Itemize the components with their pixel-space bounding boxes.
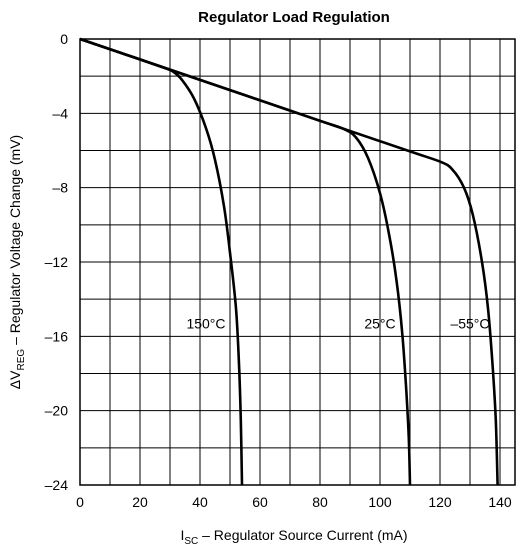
x-tick-label: 40 (192, 494, 208, 510)
series-label: 25°C (364, 315, 395, 331)
y-axis-label-suffix: – Regulator Voltage Change (mV) (7, 135, 23, 349)
series-curve (79, 37, 499, 486)
y-tick-label: –8 (52, 180, 68, 196)
series-label: –55°C (450, 315, 489, 331)
y-axis-label-prefix: ΔV (7, 370, 23, 389)
x-axis-label-suffix: – Regulator Source Current (mA) (198, 527, 407, 543)
x-tick-label: 0 (76, 494, 84, 510)
y-tick-label: –16 (45, 328, 69, 344)
y-tick-label: 0 (60, 31, 68, 47)
grid-lines (80, 39, 515, 485)
y-tick-label: –12 (45, 254, 69, 270)
series-curves (79, 37, 499, 486)
chart-title: Regulator Load Regulation (198, 9, 390, 26)
y-tick-label: –20 (45, 403, 69, 419)
x-axis-label: ISC – Regulator Source Current (mA) (180, 527, 407, 547)
x-tick-labels: 0 20 40 60 80 100 120 140 (76, 494, 512, 510)
x-tick-label: 140 (488, 494, 512, 510)
plot-frame (79, 38, 516, 486)
x-axis-label-prefix: I (180, 527, 184, 543)
series-label: 150°C (186, 315, 225, 331)
y-axis-label: ΔVREG – Regulator Voltage Change (mV) (7, 135, 27, 389)
y-tick-label: –4 (52, 105, 68, 121)
series-labels: 150°C 25°C –55°C (186, 315, 489, 331)
x-tick-label: 80 (312, 494, 328, 510)
y-tick-label: –24 (45, 477, 69, 493)
x-axis-label-subscript: SC (184, 536, 198, 547)
y-tick-labels: 0 –4 –8 –12 –16 –20 –24 (45, 31, 69, 493)
x-tick-label: 120 (428, 494, 452, 510)
x-tick-label: 20 (132, 494, 148, 510)
x-tick-label: 60 (252, 494, 268, 510)
x-tick-label: 100 (368, 494, 392, 510)
y-axis-label-subscript: REG (16, 349, 27, 371)
